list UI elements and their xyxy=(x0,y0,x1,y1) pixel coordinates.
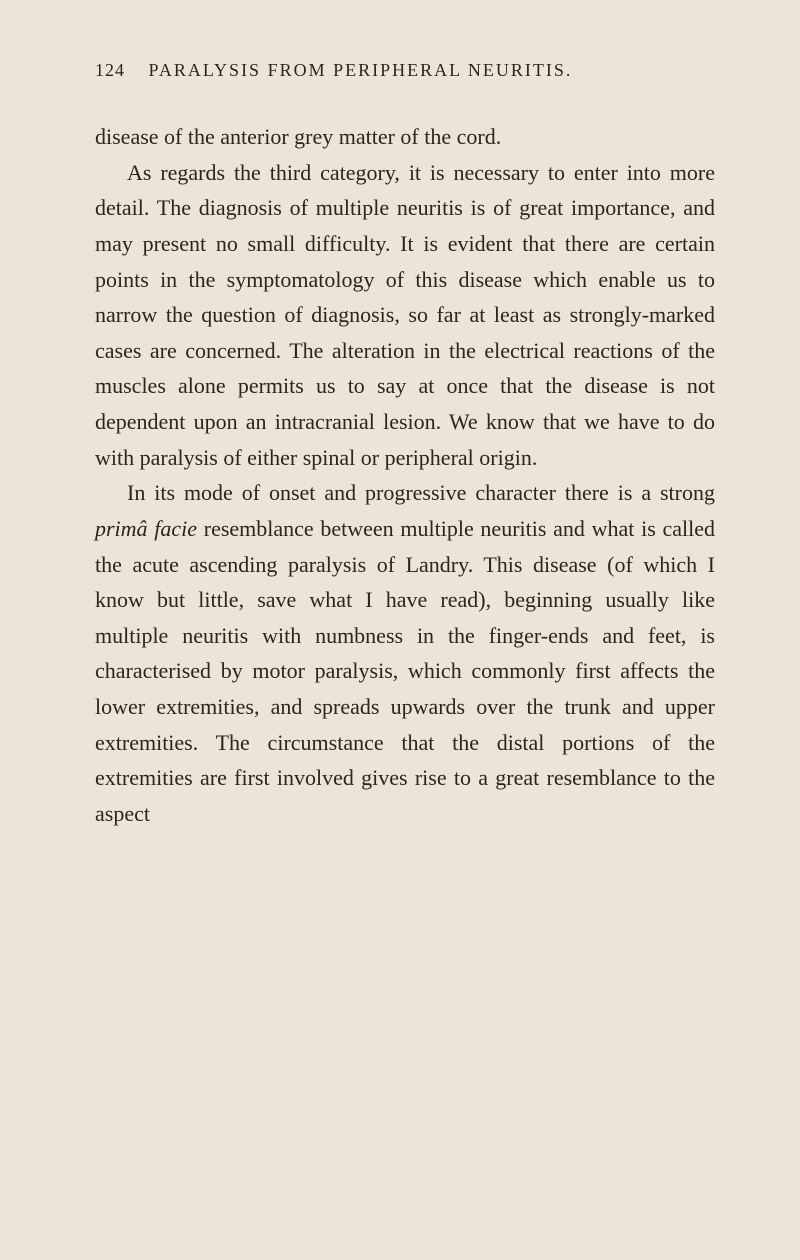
p3-italic: primâ facie xyxy=(95,516,197,541)
p3-text-2: resemblance between multiple neuritis an… xyxy=(95,516,715,826)
paragraph-1: disease of the anterior grey matter of t… xyxy=(95,119,715,155)
page-header: 124 PARALYSIS FROM PERIPHERAL NEURITIS. xyxy=(95,60,715,81)
p3-text-1: In its mode of onset and progressive cha… xyxy=(127,480,715,505)
page-number: 124 xyxy=(95,60,125,81)
body-text: disease of the anterior grey matter of t… xyxy=(95,119,715,832)
header-title: PARALYSIS FROM PERIPHERAL NEURITIS. xyxy=(149,60,573,81)
paragraph-2: As regards the third category, it is nec… xyxy=(95,155,715,476)
page-container: 124 PARALYSIS FROM PERIPHERAL NEURITIS. … xyxy=(0,0,800,1260)
paragraph-3: In its mode of onset and progressive cha… xyxy=(95,475,715,831)
